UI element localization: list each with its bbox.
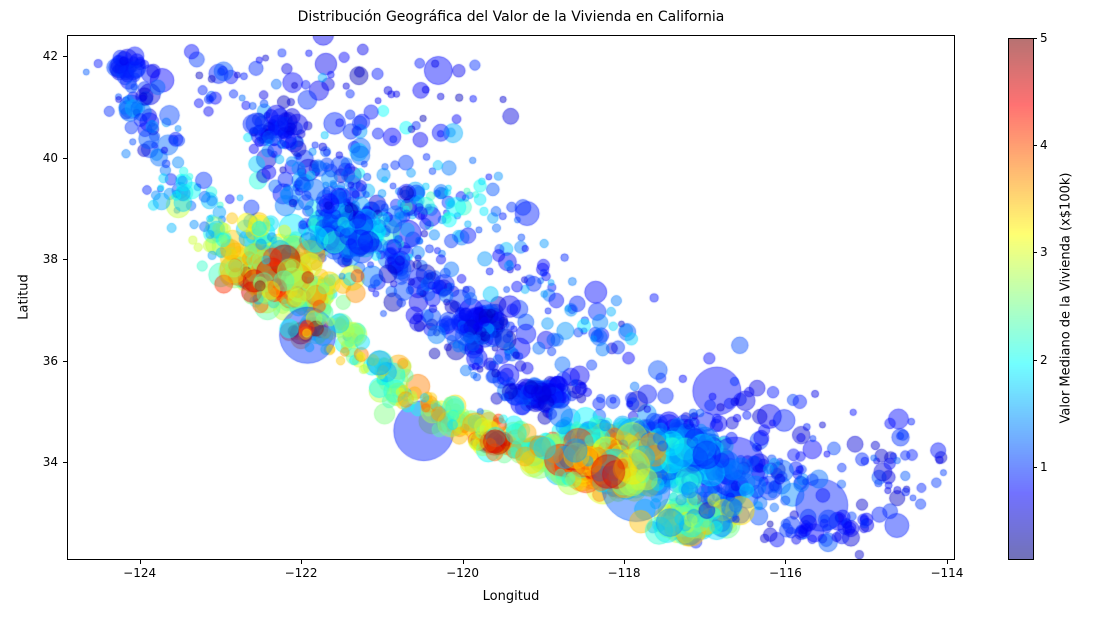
x-tick-mark [301,560,303,564]
y-tick-label: 40 [42,150,58,165]
x-tick-mark [946,560,948,564]
x-tick-label: −124 [123,566,157,580]
x-tick-mark [785,560,787,564]
x-tick-label: −118 [607,566,641,580]
scatter-canvas [68,36,954,559]
colorbar-canvas [1009,39,1033,559]
chart-title: Distribución Geográfica del Valor de la … [297,9,725,25]
y-tick-mark [63,259,67,261]
colorbar-tick-label: 4 [1040,138,1048,153]
x-tick-label: −120 [446,566,480,580]
colorbar-label: Valor Mediano de la Vivienda (x$100k) [1058,172,1074,424]
x-tick-label: −122 [284,566,318,580]
y-tick-mark [63,56,67,58]
x-axis-label: Longitud [482,589,540,604]
x-tick-mark [624,560,626,564]
colorbar-tick-label: 3 [1040,245,1048,260]
plot-area [67,35,955,560]
colorbar-tick-label: 5 [1040,31,1048,45]
colorbar-tick-label: 1 [1040,459,1048,474]
colorbar [1008,38,1034,560]
y-tick-label: 34 [42,455,58,470]
colorbar-tick-mark [1033,359,1037,361]
colorbar-tick-mark [1033,466,1037,468]
x-tick-label: −114 [930,566,964,580]
x-tick-label: −116 [768,566,802,580]
y-tick-label: 36 [42,353,58,368]
colorbar-tick-mark [1033,252,1037,254]
y-tick-mark [63,360,67,362]
y-axis-label: Latitud [16,274,32,320]
colorbar-tick-mark [1033,145,1037,147]
colorbar-tick-mark [1033,38,1037,39]
y-tick-label: 38 [42,252,58,267]
colorbar-tick-label: 2 [1040,352,1048,367]
y-tick-mark [63,462,67,464]
x-tick-mark [139,560,141,564]
y-tick-mark [63,157,67,159]
y-tick-label: 42 [42,49,58,64]
x-tick-mark [462,560,464,564]
